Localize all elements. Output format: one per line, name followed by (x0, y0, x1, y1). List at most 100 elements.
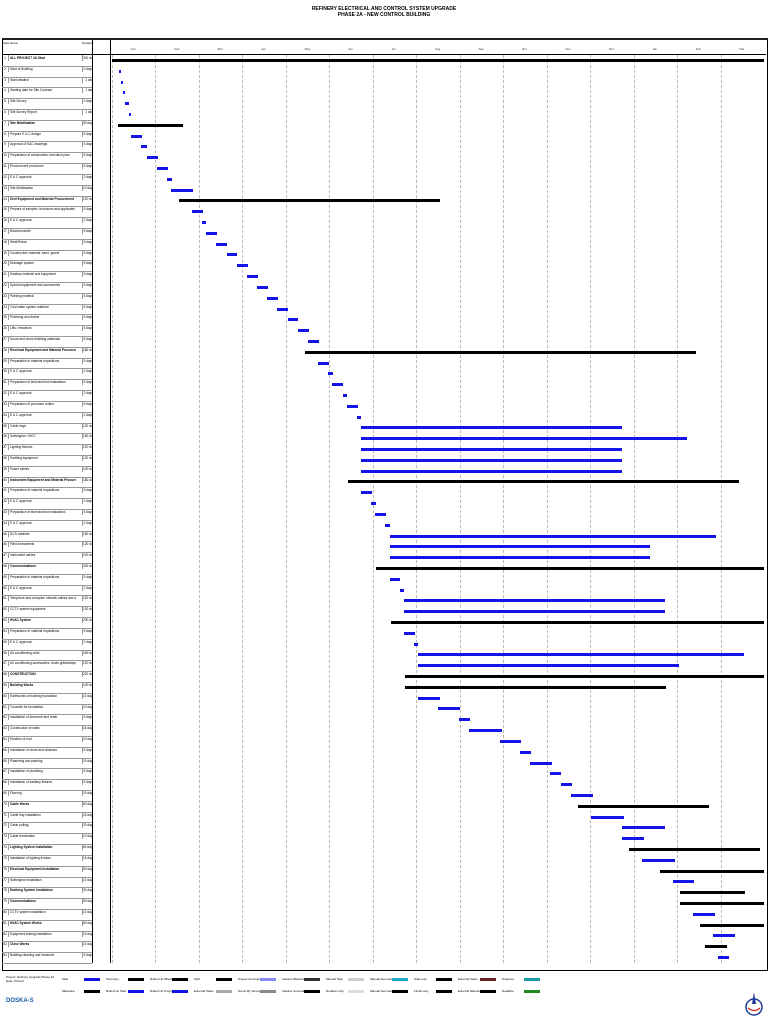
task-bar[interactable] (499, 739, 522, 743)
table-row[interactable]: 34E & C approval 2 days (2, 411, 92, 424)
summary-bar[interactable] (578, 804, 709, 808)
task-bar[interactable] (356, 415, 362, 419)
summary-bar[interactable] (347, 480, 740, 484)
task-bar[interactable] (550, 772, 562, 776)
task-bar[interactable] (621, 826, 666, 830)
table-row[interactable]: 54 Preparation of material requisitions 5 … (2, 627, 92, 640)
summary-bar[interactable] (404, 675, 764, 679)
table-row[interactable]: 14 Civil Equipment and Material Procureme… (2, 195, 92, 208)
task-bar[interactable] (418, 696, 440, 700)
task-bar[interactable] (332, 383, 344, 387)
table-row[interactable]: 22 Special equipment and accessories 5 day… (2, 282, 92, 294)
task-bar[interactable] (560, 783, 572, 787)
task-bar[interactable] (257, 285, 268, 289)
table-row[interactable]: 32E & C approval 2 days (2, 390, 92, 402)
task-bar[interactable] (167, 177, 172, 181)
summary-bar[interactable] (178, 199, 440, 203)
task-bar[interactable] (418, 653, 745, 657)
task-bar[interactable] (403, 631, 415, 635)
task-bar[interactable] (413, 642, 419, 646)
table-row[interactable]: 50E & C approval 2 days (2, 584, 92, 597)
task-bar[interactable] (672, 880, 695, 884)
task-bar[interactable] (389, 545, 651, 549)
task-bar[interactable] (246, 275, 258, 279)
task-bar[interactable] (346, 404, 358, 408)
table-row[interactable]: 62 Installation of formwork and rebar 5 da… (2, 714, 92, 727)
task-bar[interactable] (120, 80, 123, 84)
summary-bar[interactable] (700, 923, 764, 927)
summary-bar[interactable] (629, 848, 760, 851)
task-bar[interactable] (171, 188, 194, 192)
task-bar[interactable] (191, 210, 203, 214)
table-row[interactable]: 31 Preparation of technical bid evaluatio… (2, 379, 92, 392)
table-row[interactable]: 49 Preparation of material requisitions 5 … (2, 573, 92, 586)
task-bar[interactable] (308, 339, 319, 343)
task-bar[interactable] (122, 91, 125, 95)
task-bar[interactable] (713, 934, 736, 938)
table-row[interactable]: 51 Telephone and computer network cables … (2, 595, 92, 608)
task-bar[interactable] (342, 394, 347, 397)
task-bar[interactable] (403, 610, 665, 614)
task-bar[interactable] (458, 718, 470, 722)
task-bar[interactable] (360, 448, 622, 452)
task-bar[interactable] (216, 242, 228, 246)
table-row[interactable]: 27 Doors and doors finishing materials 5 d… (2, 336, 92, 348)
task-bar[interactable] (389, 577, 401, 581)
task-bar[interactable] (519, 750, 531, 754)
task-bar[interactable] (591, 815, 624, 819)
task-bar[interactable] (277, 307, 289, 311)
summary-bar[interactable] (705, 945, 728, 949)
task-bar[interactable] (371, 502, 376, 506)
table-row[interactable]: 30E & C approval 2 days (2, 368, 92, 381)
task-bar[interactable] (124, 102, 129, 106)
table-row[interactable]: 29 Preparation of material requisitions 5 … (2, 357, 92, 370)
summary-bar[interactable] (680, 891, 746, 895)
task-bar[interactable] (130, 134, 142, 138)
table-row[interactable]: 44E & C approval 2 days (2, 519, 92, 532)
table-row[interactable]: 75 Installation of lighting fixtures 15 da… (2, 854, 92, 867)
summary-bar[interactable] (659, 869, 764, 873)
table-row[interactable]: 16E & C approval 2 days (2, 217, 92, 229)
table-row[interactable]: 76 Electrical Equipment Installation 60 da… (2, 865, 92, 878)
task-bar[interactable] (360, 437, 687, 441)
task-bar[interactable] (375, 512, 387, 516)
task-bar[interactable] (360, 458, 622, 462)
task-bar[interactable] (118, 69, 121, 73)
table-row[interactable]: 41 Preparation of material requisitions 5 … (2, 487, 92, 500)
task-bar[interactable] (389, 534, 716, 538)
task-bar[interactable] (236, 264, 248, 268)
task-bar[interactable] (389, 556, 651, 560)
summary-bar[interactable] (680, 902, 764, 906)
summary-bar[interactable] (305, 350, 697, 354)
table-row[interactable]: 19 Construction material: sand, gravel 5 d… (2, 249, 92, 262)
task-bar[interactable] (226, 253, 238, 257)
task-bar[interactable] (642, 858, 675, 862)
